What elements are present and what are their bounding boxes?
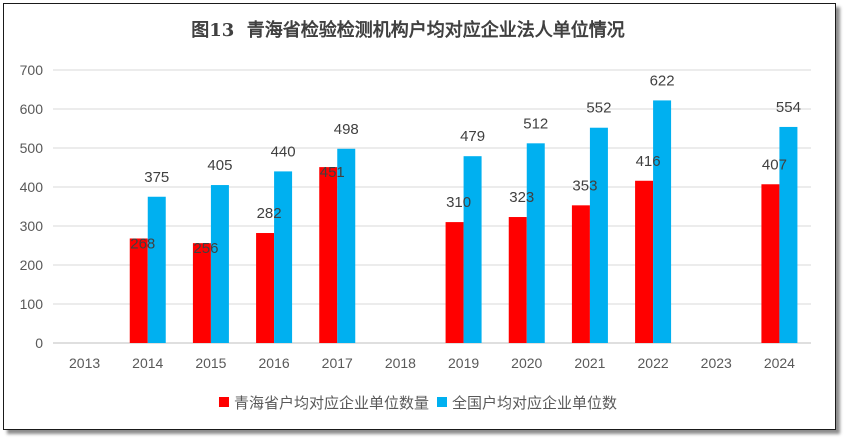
bar-qinghai-2014 <box>129 238 148 343</box>
chart-title: 图13 青海省检验检测机构户均对应企业法人单位情况 <box>191 19 625 41</box>
data-label-national-2021: 552 <box>586 100 611 117</box>
bar-qinghai-2020 <box>508 217 527 343</box>
bar-national-2024 <box>779 126 798 343</box>
x-tick-label-2020: 2020 <box>511 355 542 371</box>
bar-qinghai-2017 <box>319 167 338 343</box>
x-tick-label-2014: 2014 <box>132 355 163 371</box>
data-label-qinghai-2017: 451 <box>320 164 345 181</box>
legend-label-qinghai: 青海省户均对应企业单位数量 <box>234 394 429 412</box>
bar-national-2016 <box>274 171 293 343</box>
bar-qinghai-2019 <box>445 222 464 343</box>
data-labels: 268 256 282 451 310 323 353 416 407 375 405 440 498 4… <box>130 72 801 257</box>
data-label-national-2020: 512 <box>523 115 548 132</box>
legend-swatch-national <box>437 397 447 407</box>
y-tick-label-400: 400 <box>20 179 44 195</box>
x-tick-label-2019: 2019 <box>448 355 479 371</box>
bar-qinghai-2016 <box>256 233 275 343</box>
bar-national-2020 <box>526 143 545 343</box>
legend-label-national: 全国户均对应企业单位数 <box>452 394 617 412</box>
x-tick-label-2024: 2024 <box>764 355 795 371</box>
x-tick-label-2016: 2016 <box>259 355 290 371</box>
bar-qinghai-2022 <box>635 180 654 343</box>
data-label-qinghai-2016: 282 <box>257 205 282 222</box>
x-tick-label-2017: 2017 <box>322 355 353 371</box>
bar-national-2015 <box>210 185 229 343</box>
y-tick-label-200: 200 <box>20 257 44 273</box>
y-axis-labels: 0 100 200 300 400 500 600 700 <box>20 62 44 351</box>
legend: 青海省户均对应企业单位数量 全国户均对应企业单位数 <box>218 394 617 412</box>
data-label-qinghai-2021: 353 <box>572 177 597 194</box>
data-label-qinghai-2014: 268 <box>130 235 155 252</box>
bar-national-2014 <box>147 196 166 343</box>
data-label-national-2014: 375 <box>144 169 169 186</box>
bar-national-2017 <box>337 148 356 343</box>
bar-national-2019 <box>463 156 482 343</box>
data-label-qinghai-2015: 256 <box>193 240 218 257</box>
gridlines <box>53 69 811 344</box>
bar-qinghai-2015 <box>192 243 211 343</box>
y-tick-label-500: 500 <box>20 140 44 156</box>
data-label-qinghai-2022: 416 <box>636 153 661 170</box>
bar-qinghai-2021 <box>571 205 590 343</box>
y-tick-label-300: 300 <box>20 218 44 234</box>
bar-qinghai-2024 <box>761 184 780 343</box>
data-label-national-2015: 405 <box>207 157 232 174</box>
bar-national-2021 <box>589 127 608 343</box>
legend-swatch-qinghai <box>218 397 229 407</box>
y-tick-label-0: 0 <box>35 335 43 351</box>
data-label-national-2016: 440 <box>271 143 296 160</box>
y-tick-label-600: 600 <box>20 101 44 117</box>
x-tick-label-2018: 2018 <box>385 355 416 371</box>
x-tick-label-2013: 2013 <box>69 355 100 371</box>
chart-frame <box>3 3 836 430</box>
x-tick-label-2021: 2021 <box>574 355 605 371</box>
data-label-qinghai-2019: 310 <box>446 194 471 211</box>
data-label-national-2017: 498 <box>334 121 359 138</box>
bars <box>129 100 798 343</box>
data-label-qinghai-2020: 323 <box>509 189 534 206</box>
data-label-national-2019: 479 <box>460 128 485 145</box>
y-tick-label-700: 700 <box>20 62 44 78</box>
x-axis-labels: 2013 2014 2015 2016 2017 2018 2019 2020 2021 2022… <box>69 355 795 371</box>
data-label-qinghai-2024: 407 <box>762 156 787 173</box>
y-tick-label-100: 100 <box>20 296 44 312</box>
x-tick-label-2022: 2022 <box>638 355 669 371</box>
data-label-national-2022: 622 <box>650 72 675 89</box>
bar-national-2022 <box>653 100 672 343</box>
x-tick-label-2023: 2023 <box>701 355 732 371</box>
data-label-national-2024: 554 <box>776 99 801 116</box>
x-tick-label-2015: 2015 <box>195 355 226 371</box>
